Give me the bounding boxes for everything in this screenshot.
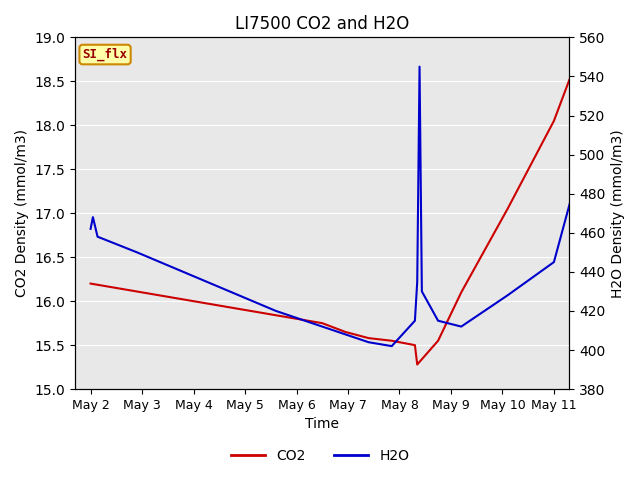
Line: CO2: CO2 [91,60,579,364]
H2O [226,288,234,294]
Y-axis label: CO2 Density (mmol/m3): CO2 Density (mmol/m3) [15,129,29,297]
Y-axis label: H2O Density (mmol/m3): H2O Density (mmol/m3) [611,129,625,298]
CO2 [413,361,421,367]
X-axis label: Time: Time [305,418,339,432]
CO2 [575,157,583,163]
Title: LI7500 CO2 and H2O: LI7500 CO2 and H2O [235,15,410,33]
CO2 [87,281,95,287]
H2O [416,64,424,70]
H2O [504,292,511,298]
CO2 [411,342,419,348]
H2O [571,343,579,349]
CO2 [573,57,581,62]
CO2 [550,118,557,124]
Line: H2O: H2O [91,67,579,346]
H2O [319,324,326,329]
CO2 [458,289,465,295]
H2O [89,214,97,220]
H2O [342,332,349,337]
H2O [87,226,95,232]
H2O [458,324,465,329]
H2O [434,318,442,324]
CO2 [365,335,372,341]
Text: SI_flx: SI_flx [83,48,127,61]
H2O [550,259,557,265]
H2O [573,322,581,327]
CO2 [504,206,511,212]
CO2 [388,338,396,344]
H2O [411,318,419,324]
H2O [93,234,101,240]
H2O [133,250,141,255]
Legend: CO2, H2O: CO2, H2O [225,443,415,468]
H2O [179,269,187,275]
CO2 [342,329,349,335]
H2O [365,339,372,345]
H2O [388,343,396,349]
CO2 [434,338,442,344]
H2O [568,191,576,197]
H2O [272,308,280,314]
H2O [575,259,583,265]
H2O [413,279,421,285]
H2O [418,288,426,294]
CO2 [319,320,326,326]
